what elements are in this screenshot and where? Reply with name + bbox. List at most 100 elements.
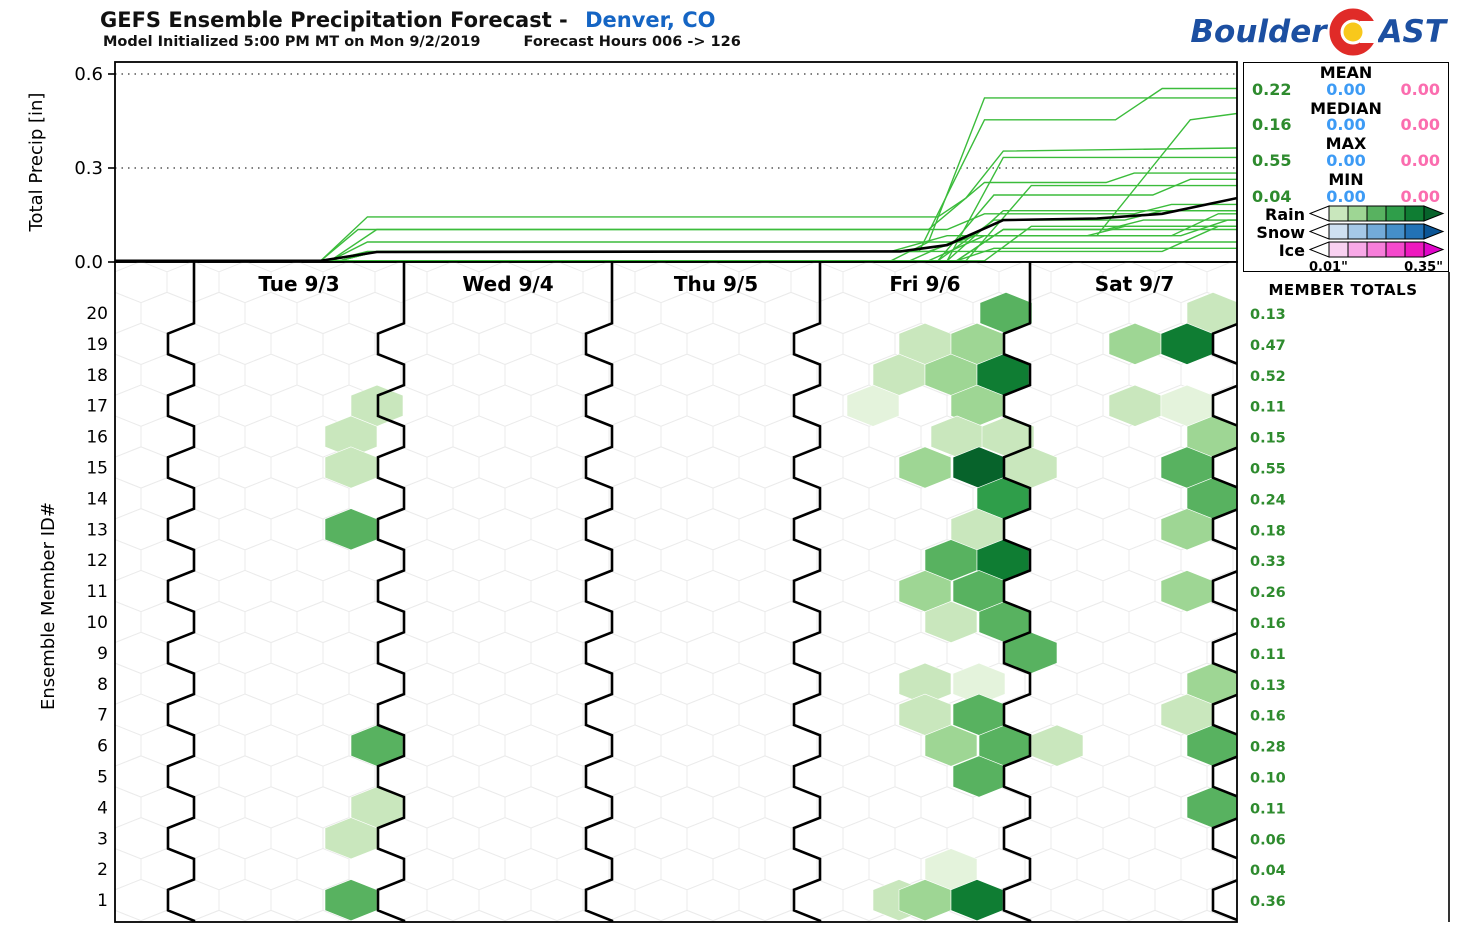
member-id-label: 12 — [86, 551, 108, 571]
member-total-value: 0.06 — [1250, 832, 1286, 848]
mean-rain-value: 0.22 — [1252, 79, 1292, 99]
hexbin-heatmap: Tue 9/3 Wed 9/4 Thu 9/5 Fri 9/6 Sat 9/7 20 0.1… — [38, 261, 1286, 923]
hex-bg-cell — [1232, 918, 1237, 922]
min-snow-value: 0.00 — [1326, 186, 1366, 206]
ice-colorbar-icon — [1308, 240, 1447, 262]
ensemble-mean-line — [115, 196, 1237, 262]
member-id-label: 17 — [86, 397, 108, 417]
snow-label: Snow — [1256, 223, 1305, 242]
member-id-label: 13 — [86, 520, 108, 540]
member-total-value: 0.36 — [1250, 894, 1286, 910]
member-id-label: 7 — [97, 706, 108, 726]
hex-bg-cell — [1232, 547, 1237, 573]
hex-background-grid — [115, 262, 1237, 922]
y-tick-label: 0.3 — [74, 158, 103, 179]
stat-mean: MEAN 0.22 0.00 0.00 — [1244, 63, 1448, 99]
legend-scale: 0.01" 0.35" — [1243, 260, 1449, 275]
member-total-value: 0.13 — [1250, 678, 1286, 694]
member-total-value: 0.24 — [1250, 492, 1286, 508]
y-axis-title: Total Precip [in] — [26, 93, 47, 233]
day-header-label: Wed 9/4 — [462, 272, 553, 296]
min-rain-value: 0.04 — [1252, 186, 1292, 206]
legend-max-label: 0.35" — [1404, 260, 1443, 275]
member-id-label: 8 — [97, 675, 108, 695]
member-total-value: 0.55 — [1250, 462, 1286, 478]
day-boundary-zigzag — [166, 262, 196, 922]
day-boundaries — [166, 262, 1237, 922]
bouldercast-logo: Boulder AST — [1190, 8, 1446, 56]
rain-colorbar-icon — [1308, 204, 1447, 226]
ensemble-member-line — [115, 172, 1237, 262]
member-total-value: 0.13 — [1250, 307, 1286, 323]
hex-cell — [924, 724, 978, 767]
ensemble-member-line — [115, 112, 1237, 262]
ensemble-member-line — [115, 225, 1237, 262]
snow-colorbar-icon — [1308, 222, 1447, 244]
min-ice-value: 0.00 — [1400, 186, 1440, 206]
hex-bg-cell — [1232, 609, 1237, 635]
member-id-label: 19 — [86, 335, 108, 355]
member-id-label: 6 — [97, 737, 108, 757]
stat-max-label: MAX — [1325, 134, 1367, 154]
member-id-label: 18 — [86, 366, 108, 386]
day-boundary-zigzag — [584, 262, 614, 922]
title-city: Denver, CO — [585, 8, 716, 32]
member-id-label: 1 — [97, 891, 108, 911]
member-totals-header: MEMBER TOTALS — [1268, 281, 1418, 299]
y-tick-label: 0.6 — [74, 64, 103, 85]
line-chart-border — [114, 61, 1238, 263]
member-id-label: 9 — [97, 644, 108, 664]
day-boundary-zigzag — [1211, 322, 1237, 922]
logo-text-boulder: Boulder — [1190, 14, 1327, 50]
member-total-value: 0.10 — [1250, 771, 1286, 787]
hex-bg-cell — [1232, 856, 1237, 882]
member-total-value: 0.04 — [1250, 863, 1286, 879]
member-total-value: 0.11 — [1250, 647, 1286, 663]
day-boundary-zigzag — [376, 262, 406, 922]
legend-min-label: 0.01" — [1309, 260, 1348, 275]
stat-median: MEDIAN 0.16 0.00 0.00 — [1244, 100, 1448, 135]
day-header-label: Tue 9/3 — [258, 272, 339, 296]
member-total-value: 0.16 — [1250, 616, 1286, 632]
ensemble-lines — [115, 87, 1237, 262]
hex-cell — [898, 446, 952, 489]
ensemble-member-line — [115, 228, 1237, 262]
snow-colorbar-svg — [1308, 222, 1445, 240]
hex-y-axis-title: Ensemble Member ID# — [38, 502, 59, 710]
day-header-label: Sat 9/7 — [1095, 272, 1175, 296]
title-text: GEFS Ensemble Precipitation Forecast - — [100, 8, 576, 32]
ensemble-member-line — [115, 184, 1237, 262]
ensemble-member-line — [115, 225, 1237, 262]
subtitle: Model Initialized 5:00 PM MT on Mon 9/2/… — [103, 34, 741, 50]
rain-label: Rain — [1265, 205, 1305, 224]
member-total-value: 0.11 — [1250, 400, 1286, 416]
ensemble-member-line — [115, 147, 1237, 262]
member-total-value: 0.16 — [1250, 709, 1286, 725]
member-id-label: 10 — [86, 613, 108, 633]
ensemble-member-line — [115, 156, 1237, 262]
member-id-label: 20 — [86, 304, 108, 324]
member-total-value: 0.18 — [1250, 523, 1286, 539]
max-snow-value: 0.00 — [1326, 150, 1366, 170]
legend-row-ice: Ice — [1243, 240, 1449, 262]
rain-colorbar-svg — [1308, 204, 1445, 222]
stat-min: MIN 0.04 0.00 0.00 — [1244, 171, 1448, 206]
day-boundary-zigzag — [792, 262, 822, 922]
member-id-label: 11 — [86, 582, 108, 602]
member-total-value: 0.52 — [1250, 369, 1286, 385]
stat-mean-label: MEAN — [1319, 63, 1373, 82]
hex-data-cells — [324, 292, 1237, 922]
legend-row-snow: Snow — [1243, 222, 1449, 244]
ensemble-member-line — [115, 87, 1237, 262]
median-rain-value: 0.16 — [1252, 115, 1292, 135]
hex-cell — [924, 601, 978, 643]
total-precip-line-chart: 0.0 0.3 0.6 Total Precip [in] — [26, 61, 1238, 273]
ensemble-member-line — [115, 219, 1237, 262]
y-tick-label: 0.0 — [74, 252, 103, 273]
day-boundary-zigzag — [1002, 262, 1032, 922]
member-total-value: 0.11 — [1250, 801, 1286, 817]
logo-text-ast: AST — [1378, 14, 1446, 50]
mean-snow-value: 0.00 — [1326, 79, 1366, 99]
